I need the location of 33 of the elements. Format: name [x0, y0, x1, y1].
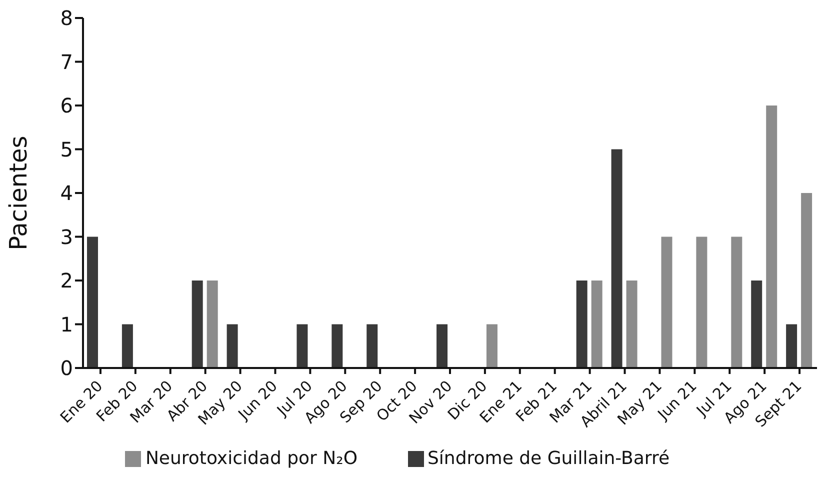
- bar: [87, 236, 98, 368]
- bar: [786, 324, 798, 368]
- y-axis-title: Pacientes: [4, 136, 33, 250]
- bar: [661, 236, 672, 368]
- bar: [731, 236, 742, 368]
- bar: [576, 280, 588, 368]
- bar: [436, 324, 448, 368]
- y-tick-label: 7: [60, 50, 73, 74]
- bar: [801, 193, 812, 368]
- bar: [591, 280, 602, 368]
- y-tick-label: 0: [60, 356, 73, 380]
- legend-label: Neurotoxicidad por N₂O: [145, 448, 358, 469]
- y-tick-label: 3: [60, 224, 73, 249]
- y-tick-label: 8: [60, 6, 73, 30]
- y-tick-label: 2: [60, 268, 73, 293]
- y-tick-label: 4: [60, 181, 73, 206]
- bar: [192, 280, 203, 368]
- y-tick-label: 6: [60, 94, 73, 118]
- bar: [122, 324, 133, 368]
- y-tick-label: 5: [60, 137, 73, 162]
- bar: [626, 280, 638, 368]
- bar: [611, 149, 622, 368]
- bar: [226, 324, 238, 368]
- bar: [332, 324, 343, 368]
- bar: [751, 280, 762, 368]
- y-tick-label: 1: [60, 312, 73, 336]
- bar: [296, 324, 308, 368]
- bar: [486, 324, 498, 368]
- bar: [366, 324, 378, 368]
- bar: [766, 106, 778, 368]
- bar: [206, 280, 218, 368]
- legend-label: Síndrome de Guillain-Barré: [428, 448, 670, 469]
- bar: [696, 236, 708, 368]
